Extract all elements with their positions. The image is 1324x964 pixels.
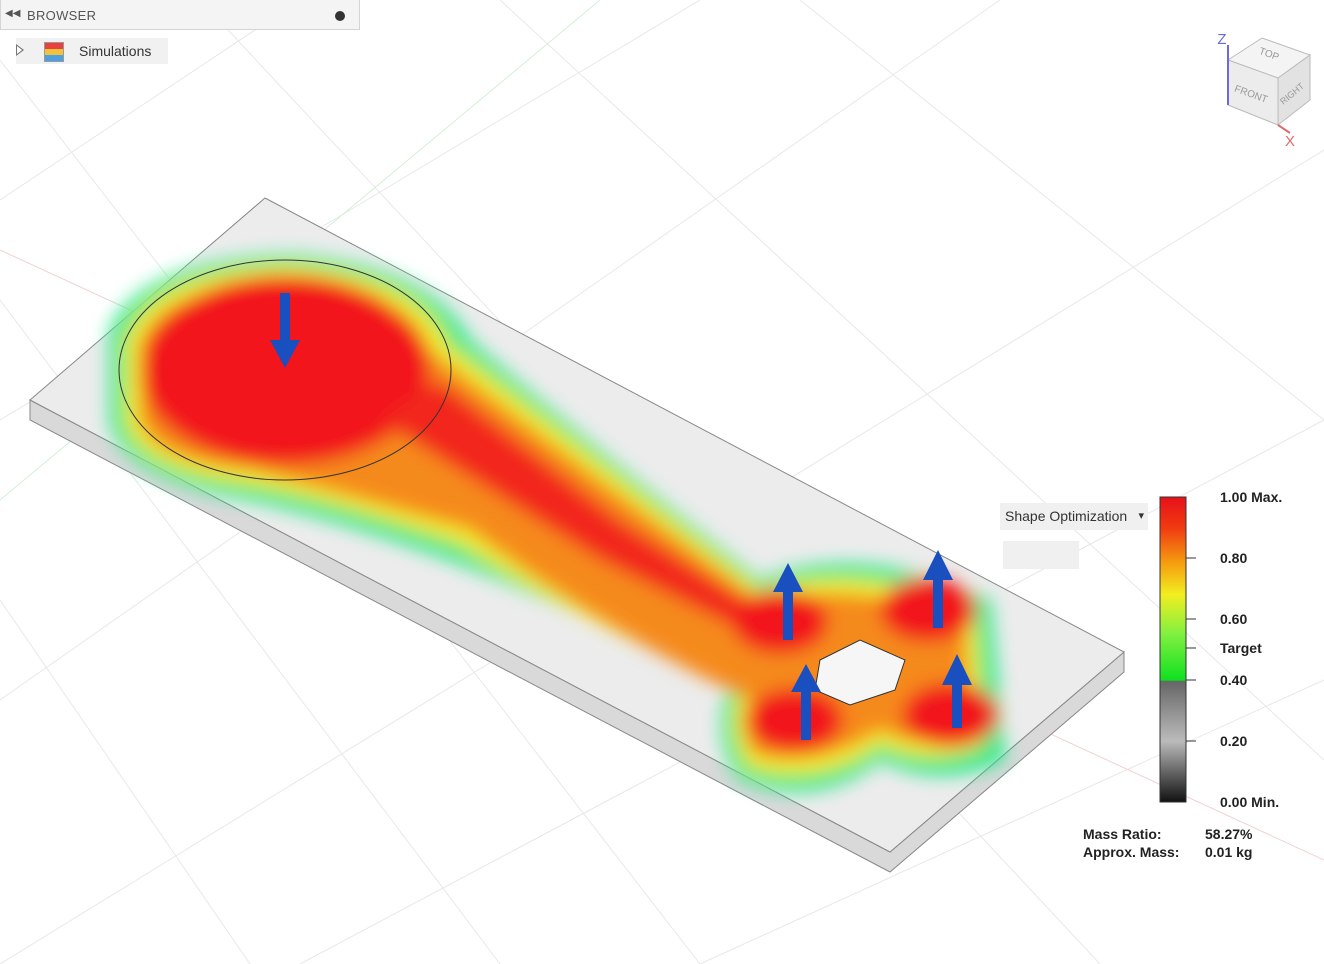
expand-toggle[interactable] [16,44,24,56]
axis-label: Z [1217,31,1226,48]
axis-label: X [1285,133,1295,150]
legend-label: Target [1220,640,1262,656]
stat-value: 0.01 kg [1205,844,1253,860]
legend-label: 0.00 Min. [1220,794,1280,810]
legend-bar [1159,496,1196,803]
item-label: Simulations [79,43,152,59]
view-cube[interactable]: TOP FRONT RIGHT Z X [1217,31,1312,150]
browser-title: BROWSER [27,8,97,23]
legend-label: 0.80 [1220,550,1248,566]
design-outline [118,259,452,481]
legend-label: 1.00 Max. [1220,489,1283,505]
legend-tools [1003,541,1079,569]
stat-label: Mass Ratio: [1083,826,1162,842]
browser-panel: ◀◀ BROWSER [0,0,360,30]
optimized-shape [110,255,1005,792]
simulations-icon [44,42,64,62]
browser-item[interactable]: Simulations [16,38,168,64]
legend-label: 0.20 [1220,733,1248,749]
legend-label: 0.40 [1220,672,1248,688]
stat-label: Approx. Mass: [1083,844,1180,860]
pin-button[interactable] [335,11,345,21]
stat-value: 58.27% [1205,826,1253,842]
legend-label: 0.60 [1220,611,1248,627]
collapse-button[interactable]: ◀◀ [5,8,21,19]
result-dropdown[interactable]: Shape Optimization [1000,503,1148,530]
load-arrows [270,293,972,740]
